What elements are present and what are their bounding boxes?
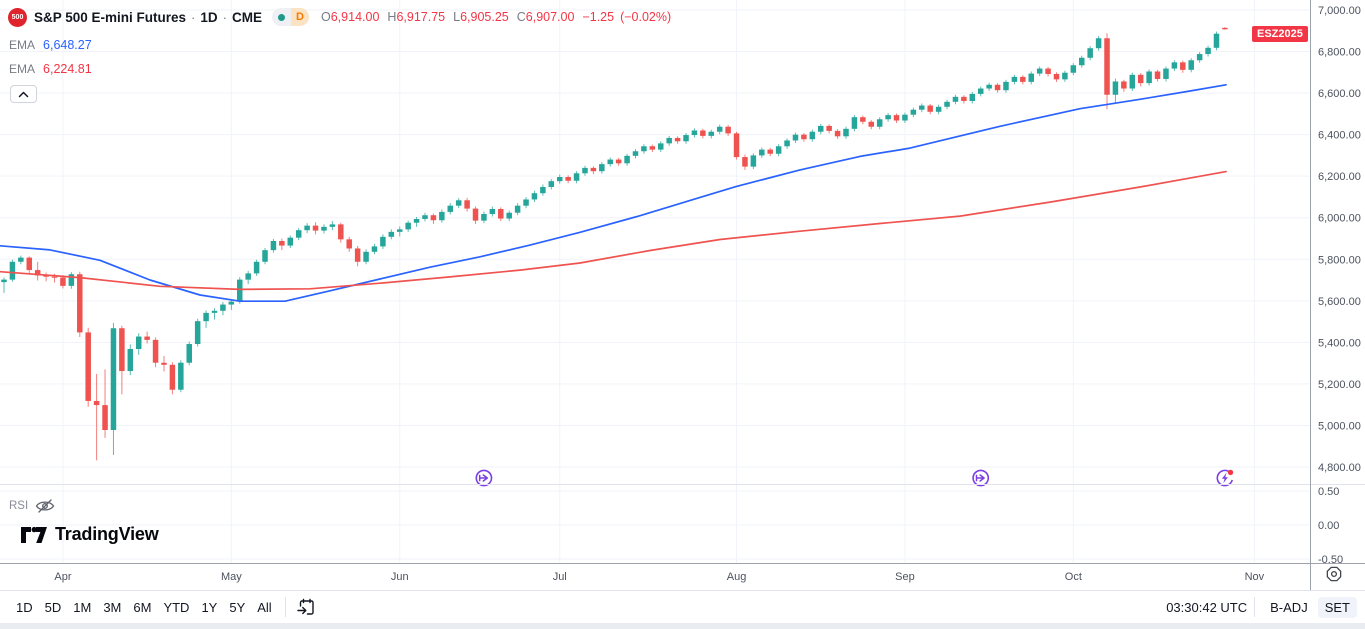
- open-value: 6,914.00: [330, 10, 380, 24]
- tradingview-logo-text: TradingView: [55, 524, 159, 544]
- back-adjust-button[interactable]: B-ADJ: [1270, 599, 1308, 615]
- ema-fast-line[interactable]: [0, 83, 1227, 303]
- indicator-legend-ema-slow[interactable]: EMA 6,224.81: [9, 62, 92, 76]
- time-axis-labels[interactable]: Apr May Jun Jul Aug Sep Oct Nov: [54, 571, 1264, 583]
- tradingview-logo[interactable]: TradingView: [20, 524, 159, 545]
- svg-text:6,400.00: 6,400.00: [1318, 130, 1361, 142]
- svg-text:5,800.00: 5,800.00: [1318, 254, 1361, 266]
- exchange-label[interactable]: CME: [232, 9, 262, 25]
- range-1y-button[interactable]: 1Y: [201, 599, 218, 615]
- high-label: H: [387, 10, 397, 24]
- svg-text:6,800.00: 6,800.00: [1318, 47, 1361, 59]
- tradingview-mark-icon: [21, 526, 47, 543]
- chevron-up-icon: [18, 91, 29, 97]
- contract-price-label: ESZ2025: [1252, 26, 1308, 42]
- separator-dot: ·: [191, 9, 196, 25]
- change-value: −1.25: [582, 10, 615, 24]
- toolbar-divider: [284, 597, 286, 617]
- ema-fast-value: 6,648.27: [43, 38, 92, 52]
- collapse-legend-button[interactable]: [10, 85, 37, 103]
- clock-utc[interactable]: 03:30:42 UTC: [1166, 599, 1248, 615]
- event-markers-layer: [475, 469, 1234, 487]
- indicator-legend-rsi[interactable]: RSI: [9, 498, 55, 514]
- range-5y-button[interactable]: 5Y: [229, 599, 246, 615]
- separator-dot: ·: [222, 9, 227, 25]
- price-scale-gear-icon[interactable]: [1326, 566, 1342, 582]
- date-range-switcher: 1D 5D 1M 3M 6M YTD 1Y 5Y All: [10, 596, 320, 619]
- toolbar-divider: [1254, 597, 1256, 617]
- svg-text:6,000.00: 6,000.00: [1318, 213, 1361, 225]
- svg-text:0.00: 0.00: [1318, 520, 1339, 532]
- range-1d-button[interactable]: 1D: [16, 599, 33, 615]
- toolbar-right-group: 03:30:42 UTC B-ADJ SET: [1166, 596, 1357, 618]
- svg-text:Aug: Aug: [727, 571, 747, 583]
- svg-text:5,000.00: 5,000.00: [1318, 420, 1361, 432]
- svg-text:6,200.00: 6,200.00: [1318, 171, 1361, 183]
- svg-text:Oct: Oct: [1065, 571, 1082, 583]
- interval-label[interactable]: 1D: [200, 9, 218, 25]
- svg-text:5,400.00: 5,400.00: [1318, 337, 1361, 349]
- indicator-legend-ema-fast[interactable]: EMA 6,648.27: [9, 38, 92, 52]
- sp500-logo: 500: [8, 7, 27, 27]
- svg-text:Jul: Jul: [553, 571, 567, 583]
- market-open-dot-icon: [278, 13, 285, 21]
- price-axis-labels[interactable]: 7,000.00 6,800.00 6,600.00 6,400.00 6,200.00…: [1318, 5, 1361, 566]
- close-label: C: [516, 10, 526, 24]
- open-label: O: [321, 10, 331, 24]
- svg-text:Sep: Sep: [895, 571, 915, 583]
- svg-text:-0.50: -0.50: [1318, 554, 1343, 566]
- range-all-button[interactable]: All: [257, 599, 272, 615]
- change-percent: (−0.02%): [620, 10, 672, 24]
- contract-rollover-icon[interactable]: [475, 469, 493, 487]
- symbol-title[interactable]: S&P 500 E-mini Futures: [34, 9, 187, 25]
- range-5d-button[interactable]: 5D: [44, 599, 62, 615]
- bottom-edge-strip: [0, 623, 1365, 629]
- close-value: 6,907.00: [525, 10, 575, 24]
- ema-label: EMA: [9, 62, 36, 76]
- svg-text:5,200.00: 5,200.00: [1318, 379, 1361, 391]
- price-chart[interactable]: 7,000.00 6,800.00 6,600.00 6,400.00 6,200.00…: [0, 0, 1365, 590]
- ohlc-values: O6,914.00 H6,917.75 L6,905.25 C6,907.00 …: [321, 10, 677, 24]
- ema-slow-line[interactable]: [0, 170, 1227, 291]
- svg-text:7,000.00: 7,000.00: [1318, 5, 1361, 17]
- svg-text:Nov: Nov: [1245, 571, 1265, 583]
- svg-text:Apr: Apr: [54, 571, 71, 583]
- market-open-indicator[interactable]: [272, 8, 291, 26]
- svg-text:6,600.00: 6,600.00: [1318, 88, 1361, 100]
- eye-slash-icon[interactable]: [35, 498, 55, 514]
- low-value: 6,905.25: [460, 10, 509, 24]
- range-6m-button[interactable]: 6M: [133, 599, 152, 615]
- high-value: 6,917.75: [396, 10, 446, 24]
- low-label: L: [453, 10, 461, 24]
- svg-text:May: May: [221, 571, 242, 583]
- range-ytd-button[interactable]: YTD: [163, 599, 190, 615]
- rsi-label: RSI: [9, 500, 29, 512]
- svg-text:Jun: Jun: [391, 571, 409, 583]
- delayed-data-badge[interactable]: D: [291, 8, 309, 26]
- settlement-button[interactable]: SET: [1317, 596, 1357, 618]
- go-to-date-button[interactable]: [293, 596, 320, 619]
- ema-label: EMA: [9, 38, 36, 52]
- symbol-legend: 500 S&P 500 E-mini Futures · 1D · CME D …: [8, 6, 677, 28]
- ema-slow-value: 6,224.81: [43, 62, 92, 76]
- market-status-pill[interactable]: D: [272, 8, 309, 26]
- contract-rollover-icon[interactable]: [972, 469, 990, 487]
- range-1m-button[interactable]: 1M: [73, 599, 92, 615]
- svg-text:4,800.00: 4,800.00: [1318, 462, 1361, 474]
- bottom-toolbar: 1D 5D 1M 3M 6M YTD 1Y 5Y All 03:30:42 UT…: [0, 590, 1365, 623]
- candles-layer: [1, 27, 1228, 461]
- svg-text:0.50: 0.50: [1318, 486, 1339, 498]
- svg-text:5,600.00: 5,600.00: [1318, 296, 1361, 308]
- go-to-date-calendar-icon: [297, 598, 314, 615]
- range-3m-button[interactable]: 3M: [103, 599, 122, 615]
